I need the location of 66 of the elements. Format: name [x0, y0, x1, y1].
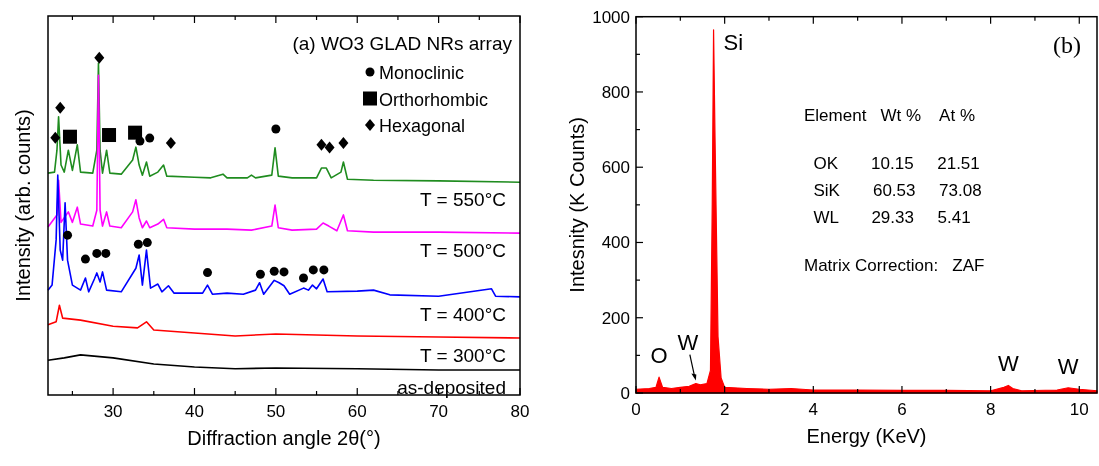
point: [94, 51, 105, 64]
annotation: Element Wt % At %: [804, 105, 975, 125]
annotation: SiK 60.53 73.08: [804, 180, 982, 200]
point: [269, 266, 279, 276]
series-label: T = 500°C: [420, 240, 506, 262]
x-tick-label: 70: [429, 402, 449, 421]
point: [324, 141, 335, 154]
y-axis-title: Intesnity (K Counts): [566, 117, 588, 293]
x-tick-label: 30: [103, 402, 123, 421]
x-tick-label: 4: [808, 400, 819, 419]
text: (b): [1053, 31, 1081, 58]
x-axis-title: Energy (KeV): [806, 425, 927, 447]
point: [80, 254, 90, 264]
x-tick-label: 10: [1069, 400, 1089, 419]
x-tick-label: 50: [266, 402, 286, 421]
x-tick-label: 8: [985, 400, 996, 419]
x-tick-label: 6: [897, 400, 907, 419]
point: [308, 265, 318, 275]
series-label: T = 300°C: [420, 345, 506, 367]
y-tick-label: 0: [620, 384, 630, 403]
series-label: T = 550°C: [420, 189, 506, 211]
point: [316, 138, 327, 151]
point: [165, 137, 176, 150]
point: [142, 238, 152, 248]
annotation: O: [650, 343, 668, 369]
point: [102, 128, 117, 143]
annotation: W: [997, 351, 1019, 377]
y-tick-label: 600: [601, 158, 630, 178]
y-tick-label: 400: [601, 233, 630, 253]
chart-title: (a) WO3 GLAD NRs array: [292, 33, 513, 54]
annotation: W: [677, 329, 699, 355]
legend-label: Orthorhombic: [379, 89, 489, 110]
point: [279, 267, 289, 277]
point: [319, 265, 329, 275]
y-axis-title: Intensity (arb. counts): [12, 109, 34, 302]
x-tick-label: 60: [347, 402, 367, 421]
annotation: Si: [723, 29, 744, 55]
series-label: T = 400°C: [420, 303, 506, 325]
x-tick-label: 80: [510, 402, 530, 421]
point: [338, 137, 349, 150]
annotation: W: [1057, 353, 1079, 379]
x-tick-label: 2: [719, 400, 730, 419]
y-tick-label: 200: [601, 308, 630, 328]
point: [101, 248, 111, 258]
point: [50, 131, 61, 144]
point: [63, 230, 73, 240]
x-tick-label: 40: [185, 402, 204, 421]
x-axis-title: Diffraction angle 2θ(°): [187, 427, 381, 449]
annotation: OK 10.15 21.51: [804, 153, 980, 173]
point: [55, 101, 66, 114]
y-tick-label: 1000: [592, 7, 630, 27]
point: [271, 124, 281, 134]
y-tick-label: 800: [601, 82, 630, 102]
point: [128, 125, 143, 140]
series-label: as-deposited: [397, 377, 506, 399]
point: [92, 248, 102, 258]
point: [133, 239, 143, 249]
point: [62, 129, 77, 144]
point: [145, 133, 155, 143]
legend-label: Hexagonal: [379, 116, 466, 136]
point: [299, 273, 309, 283]
point: [255, 269, 265, 279]
annotation: WL 29.33 5.41: [804, 207, 971, 227]
annotation: Matrix Correction: ZAF: [804, 255, 985, 275]
legend-label: Monoclinic: [379, 63, 465, 83]
point: [203, 268, 212, 278]
